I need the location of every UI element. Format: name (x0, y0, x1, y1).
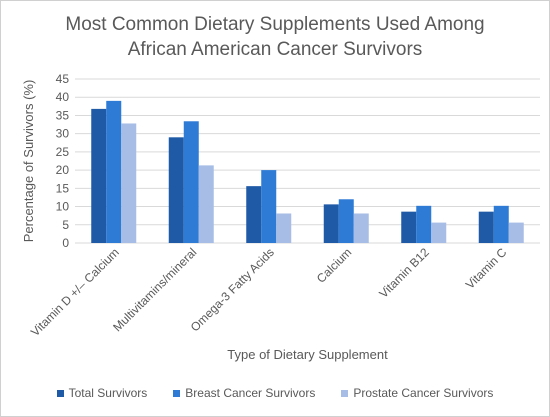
bar (493, 205, 509, 243)
x-tick-label: Vitamin D +/– Calcium (28, 245, 122, 339)
x-tick-label: Vitamin C (463, 245, 510, 292)
bar (198, 165, 214, 243)
bar (276, 213, 292, 243)
bar (478, 211, 494, 243)
y-tick-label: 40 (56, 90, 70, 104)
bar (246, 186, 262, 243)
bar (106, 100, 122, 243)
bar (416, 205, 432, 243)
legend-label: Total Survivors (68, 386, 148, 400)
legend-swatch (341, 389, 349, 397)
legend-swatch (56, 389, 64, 397)
legend-item: Breast Cancer Survivors (173, 386, 315, 400)
y-tick-label: 30 (56, 127, 70, 141)
y-tick-label: 10 (56, 200, 70, 214)
legend-item: Total Survivors (56, 386, 148, 400)
y-axis-title: Percentage of Survivors (%) (21, 80, 36, 243)
y-tick-label: 20 (56, 163, 70, 177)
x-tick-label: Vitamin B12 (376, 245, 432, 301)
bar (323, 204, 339, 243)
x-tick-label: Calcium (314, 245, 355, 286)
x-tick-label: Omega-3 Fatty Acids (188, 245, 277, 334)
legend: Total Survivors Breast Cancer Survivors Pr… (0, 386, 550, 400)
x-axis-title: Type of Dietary Supplement (227, 347, 388, 362)
bar (431, 222, 447, 243)
y-tick-label: 35 (56, 108, 70, 122)
bar (508, 222, 524, 243)
y-tick-label: 45 (56, 72, 70, 86)
bar (91, 108, 107, 243)
y-tick-label: 25 (56, 145, 70, 159)
bar (401, 211, 417, 243)
x-tick-label: Multivitamins/mineral (110, 245, 199, 334)
bar (168, 137, 184, 243)
bar (121, 123, 137, 243)
bar (338, 199, 354, 243)
y-tick-label: 0 (62, 236, 69, 250)
bar (261, 170, 277, 243)
legend-swatch (173, 389, 181, 397)
y-tick-label: 5 (62, 218, 69, 232)
legend-item: Prostate Cancer Survivors (341, 386, 493, 400)
legend-label: Breast Cancer Survivors (185, 386, 316, 400)
y-tick-label: 15 (56, 181, 70, 195)
bar (183, 121, 199, 243)
chart-title: Most Common Dietary Supplements Used Amo… (65, 14, 485, 60)
bar (353, 213, 369, 243)
legend-label: Prostate Cancer Survivors (353, 386, 494, 400)
